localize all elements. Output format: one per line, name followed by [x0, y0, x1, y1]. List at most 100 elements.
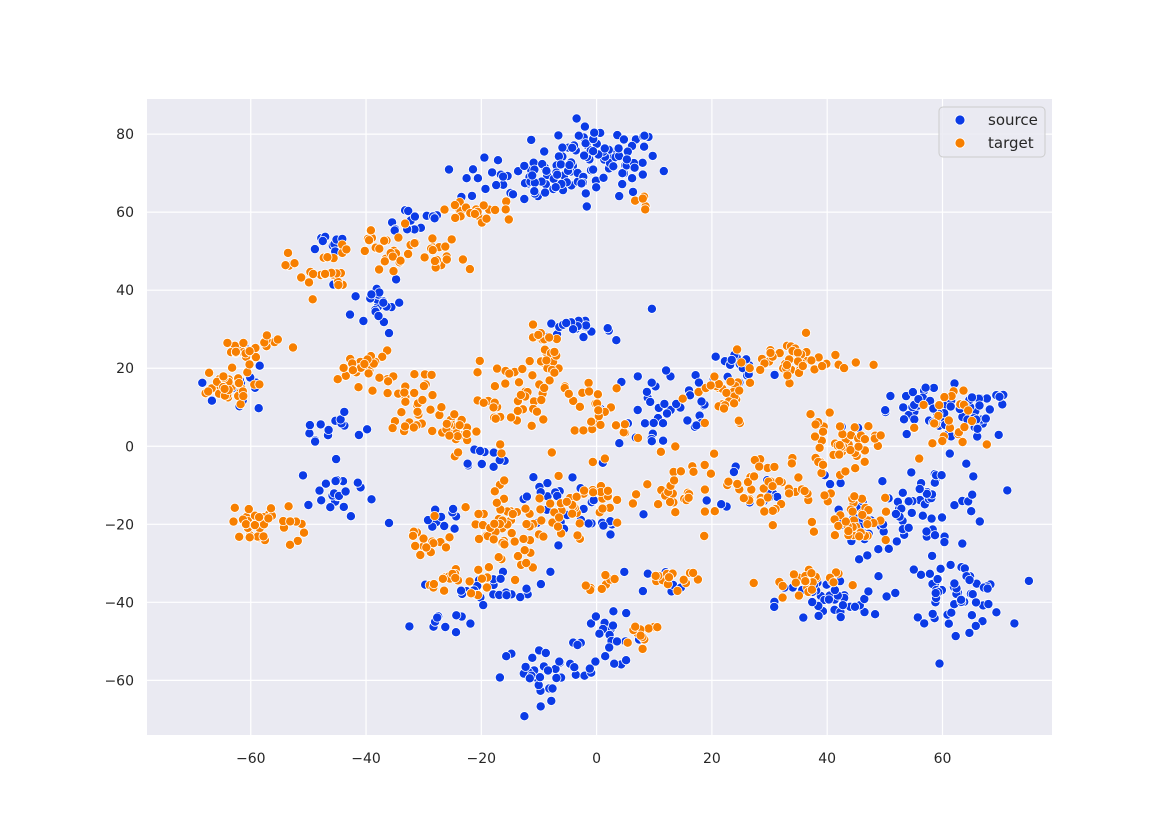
data-point — [588, 164, 599, 175]
data-point — [767, 505, 778, 516]
data-point — [994, 391, 1005, 402]
data-point — [637, 193, 648, 204]
data-point — [956, 594, 967, 605]
x-axis: −60 −40 −20 0 20 40 60 — [236, 751, 951, 767]
data-point — [219, 383, 230, 394]
data-point — [417, 394, 428, 405]
data-point — [519, 160, 530, 171]
data-point — [748, 578, 759, 589]
data-point — [840, 516, 851, 527]
data-point — [500, 204, 511, 215]
x-tick-label: 60 — [934, 751, 952, 767]
data-point — [790, 577, 801, 588]
data-point — [945, 559, 956, 570]
data-point — [744, 363, 755, 374]
data-point — [881, 506, 892, 517]
data-point — [491, 497, 502, 508]
data-point — [550, 182, 561, 193]
data-point — [734, 385, 745, 396]
data-point — [658, 435, 669, 446]
data-point — [696, 396, 707, 407]
data-point — [540, 648, 551, 659]
data-point — [661, 365, 672, 376]
data-point — [777, 592, 788, 603]
data-point — [850, 463, 861, 474]
data-point — [595, 419, 606, 430]
data-point — [436, 402, 447, 413]
data-point — [745, 377, 756, 388]
data-point — [345, 511, 356, 522]
data-point — [672, 585, 683, 596]
data-point — [927, 550, 938, 561]
data-point — [546, 447, 557, 458]
x-tick-label: 0 — [592, 751, 601, 767]
data-point — [480, 183, 491, 194]
data-point — [613, 143, 624, 154]
data-point — [939, 537, 950, 548]
y-tick-label: −60 — [104, 673, 134, 689]
x-tick-label: 20 — [703, 751, 721, 767]
data-point — [967, 489, 978, 500]
data-point — [317, 235, 328, 246]
data-point — [829, 530, 840, 541]
data-point — [552, 169, 563, 180]
data-point — [797, 360, 808, 371]
data-point — [519, 545, 530, 556]
data-point — [539, 382, 550, 393]
y-tick-label: −40 — [104, 595, 134, 611]
data-point — [304, 420, 315, 431]
data-point — [870, 609, 881, 620]
data-point — [653, 499, 664, 510]
data-point — [675, 466, 686, 477]
data-point — [599, 143, 610, 154]
data-point — [544, 375, 555, 386]
data-point — [488, 534, 499, 545]
data-point — [579, 150, 590, 161]
data-point — [781, 360, 792, 371]
data-point — [515, 389, 526, 400]
data-point — [553, 521, 564, 532]
data-point — [738, 493, 749, 504]
data-point — [567, 508, 578, 519]
data-point — [429, 213, 440, 224]
data-point — [898, 402, 909, 413]
data-point — [578, 332, 589, 343]
data-point — [593, 405, 604, 416]
data-point — [364, 235, 375, 246]
data-point — [284, 539, 295, 550]
data-point — [611, 335, 622, 346]
data-point — [238, 337, 249, 348]
data-point — [553, 470, 564, 481]
data-point — [359, 245, 370, 256]
data-point — [492, 363, 503, 374]
data-point — [843, 526, 854, 537]
data-point — [729, 398, 740, 409]
data-point — [847, 506, 858, 517]
data-point — [507, 508, 518, 519]
data-point — [240, 519, 251, 530]
data-point — [921, 526, 932, 537]
data-point — [359, 358, 370, 369]
legend-marker-source — [954, 114, 966, 126]
data-point — [481, 582, 492, 593]
data-point — [688, 466, 699, 477]
data-point — [456, 585, 467, 596]
data-point — [403, 205, 414, 216]
data-point — [307, 294, 318, 305]
data-point — [472, 367, 483, 378]
data-point — [814, 442, 825, 453]
data-point — [899, 414, 910, 425]
data-point — [427, 245, 438, 256]
data-point — [344, 309, 355, 320]
data-point — [292, 535, 303, 546]
data-point — [297, 470, 308, 481]
data-point — [538, 414, 549, 425]
data-point — [399, 421, 410, 432]
data-point — [488, 402, 499, 413]
data-point — [282, 247, 293, 258]
data-point — [1023, 575, 1034, 586]
data-point — [810, 431, 821, 442]
data-point — [641, 386, 652, 397]
data-point — [859, 594, 870, 605]
data-point — [504, 368, 515, 379]
